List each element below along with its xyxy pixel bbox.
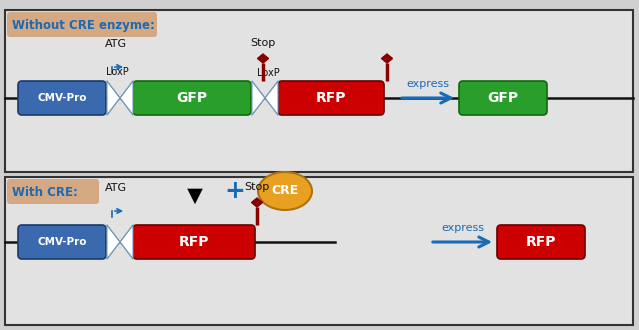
Text: CMV-Pro: CMV-Pro	[37, 93, 87, 103]
Text: LoxP: LoxP	[105, 67, 128, 77]
Polygon shape	[120, 225, 133, 259]
Polygon shape	[258, 54, 268, 63]
Text: Stop: Stop	[250, 38, 275, 48]
Text: GFP: GFP	[176, 91, 208, 105]
FancyBboxPatch shape	[7, 12, 157, 37]
Text: RFP: RFP	[526, 235, 557, 249]
Text: CRE: CRE	[272, 184, 298, 197]
FancyBboxPatch shape	[7, 179, 99, 204]
Text: ATG: ATG	[105, 39, 127, 49]
FancyBboxPatch shape	[133, 81, 251, 115]
Bar	[5, 10, 633, 172]
Text: ATG: ATG	[105, 183, 127, 193]
Text: express: express	[441, 223, 484, 233]
Polygon shape	[107, 225, 120, 259]
Bar	[5, 177, 633, 325]
FancyBboxPatch shape	[18, 81, 106, 115]
FancyBboxPatch shape	[459, 81, 547, 115]
Text: Without CRE enzyme:: Without CRE enzyme:	[12, 18, 155, 31]
Text: GFP: GFP	[488, 91, 519, 105]
Polygon shape	[252, 81, 265, 115]
Polygon shape	[252, 198, 263, 207]
FancyBboxPatch shape	[18, 225, 106, 259]
Text: RFP: RFP	[316, 91, 346, 105]
Polygon shape	[120, 81, 133, 115]
Text: With CRE:: With CRE:	[12, 185, 78, 199]
Text: express: express	[406, 79, 449, 89]
Polygon shape	[265, 81, 278, 115]
Polygon shape	[107, 81, 120, 115]
Text: +: +	[224, 179, 245, 203]
FancyBboxPatch shape	[497, 225, 585, 259]
FancyBboxPatch shape	[133, 225, 255, 259]
Text: CMV-Pro: CMV-Pro	[37, 237, 87, 247]
Text: Stop: Stop	[244, 182, 270, 192]
FancyBboxPatch shape	[278, 81, 384, 115]
Ellipse shape	[258, 172, 312, 210]
Text: RFP: RFP	[179, 235, 209, 249]
Text: LoxP: LoxP	[257, 68, 279, 78]
Polygon shape	[381, 54, 392, 63]
